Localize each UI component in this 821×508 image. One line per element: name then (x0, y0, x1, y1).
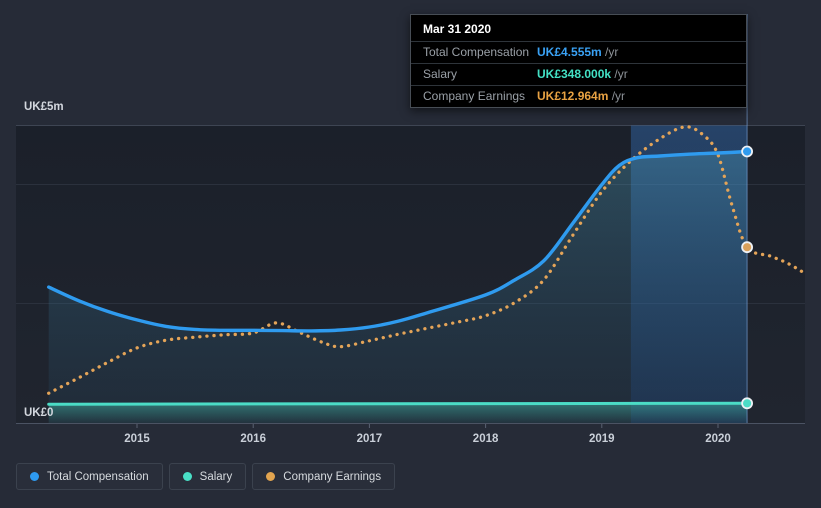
x-axis-year-labels: 2015 2016 2017 2018 2019 2020 (124, 433, 731, 445)
x-axis-label: 2015 (124, 433, 150, 445)
legend-dot-salary-icon (182, 472, 192, 481)
legend-salary[interactable]: Salary (168, 463, 247, 490)
x-axis-label: 2019 (589, 433, 615, 445)
total-compensation-area (48, 151, 748, 423)
marker-salary[interactable] (741, 397, 753, 410)
legend-dot-total-compensation-icon (30, 472, 39, 481)
salary-area (48, 403, 748, 423)
legend-label: Total Compensation (47, 470, 149, 483)
tooltip-row-total-compensation: Total Compensation UK£4.555m /yr (411, 41, 746, 63)
legend-company-earnings[interactable]: Company Earnings (252, 463, 396, 490)
y-axis-label-zero: UK£0 (24, 407, 53, 419)
tooltip-value: UK£348.000k (537, 67, 612, 81)
compensation-chart[interactable]: 2015 2016 2017 2018 2019 2020 UK£5m UK£0 (0, 0, 821, 455)
tooltip-suffix: /yr (611, 67, 628, 81)
tooltip-date: Mar 31 2020 (423, 22, 492, 36)
marker-total-compensation[interactable] (741, 145, 753, 158)
tooltip-suffix: /yr (608, 89, 626, 103)
x-axis-label: 2018 (473, 433, 499, 445)
tooltip: Mar 31 2020 Total Compensation UK£4.555m… (410, 14, 747, 108)
legend-label: Company Earnings (283, 470, 382, 483)
x-axis-label: 2017 (357, 433, 383, 445)
legend: Total Compensation Salary Company Earnin… (16, 463, 396, 490)
tooltip-value: UK£12.964m (537, 89, 609, 103)
legend-label: Salary (199, 470, 233, 483)
salary-line[interactable] (47, 401, 749, 406)
tooltip-label: Company Earnings (423, 89, 526, 103)
legend-dot-company-earnings-icon (266, 472, 276, 481)
legend-total-compensation[interactable]: Total Compensation (16, 463, 163, 490)
company-earnings-line[interactable] (47, 125, 806, 395)
tooltip-label: Total Compensation (423, 45, 530, 59)
x-axis-ticks (136, 424, 719, 428)
tooltip-row-company-earnings: Company Earnings UK£12.964m /yr (411, 85, 746, 107)
marker-company-earnings[interactable] (741, 241, 753, 254)
tooltip-value: UK£4.555m (537, 45, 602, 59)
x-axis-label: 2016 (240, 433, 266, 445)
x-axis-label: 2020 (705, 433, 731, 445)
tooltip-row-salary: Salary UK£348.000k /yr (411, 63, 746, 85)
tooltip-label: Salary (423, 67, 458, 81)
total-compensation-line[interactable] (47, 149, 749, 333)
tooltip-suffix: /yr (601, 45, 619, 59)
y-axis-label-top: UK£5m (24, 101, 64, 113)
